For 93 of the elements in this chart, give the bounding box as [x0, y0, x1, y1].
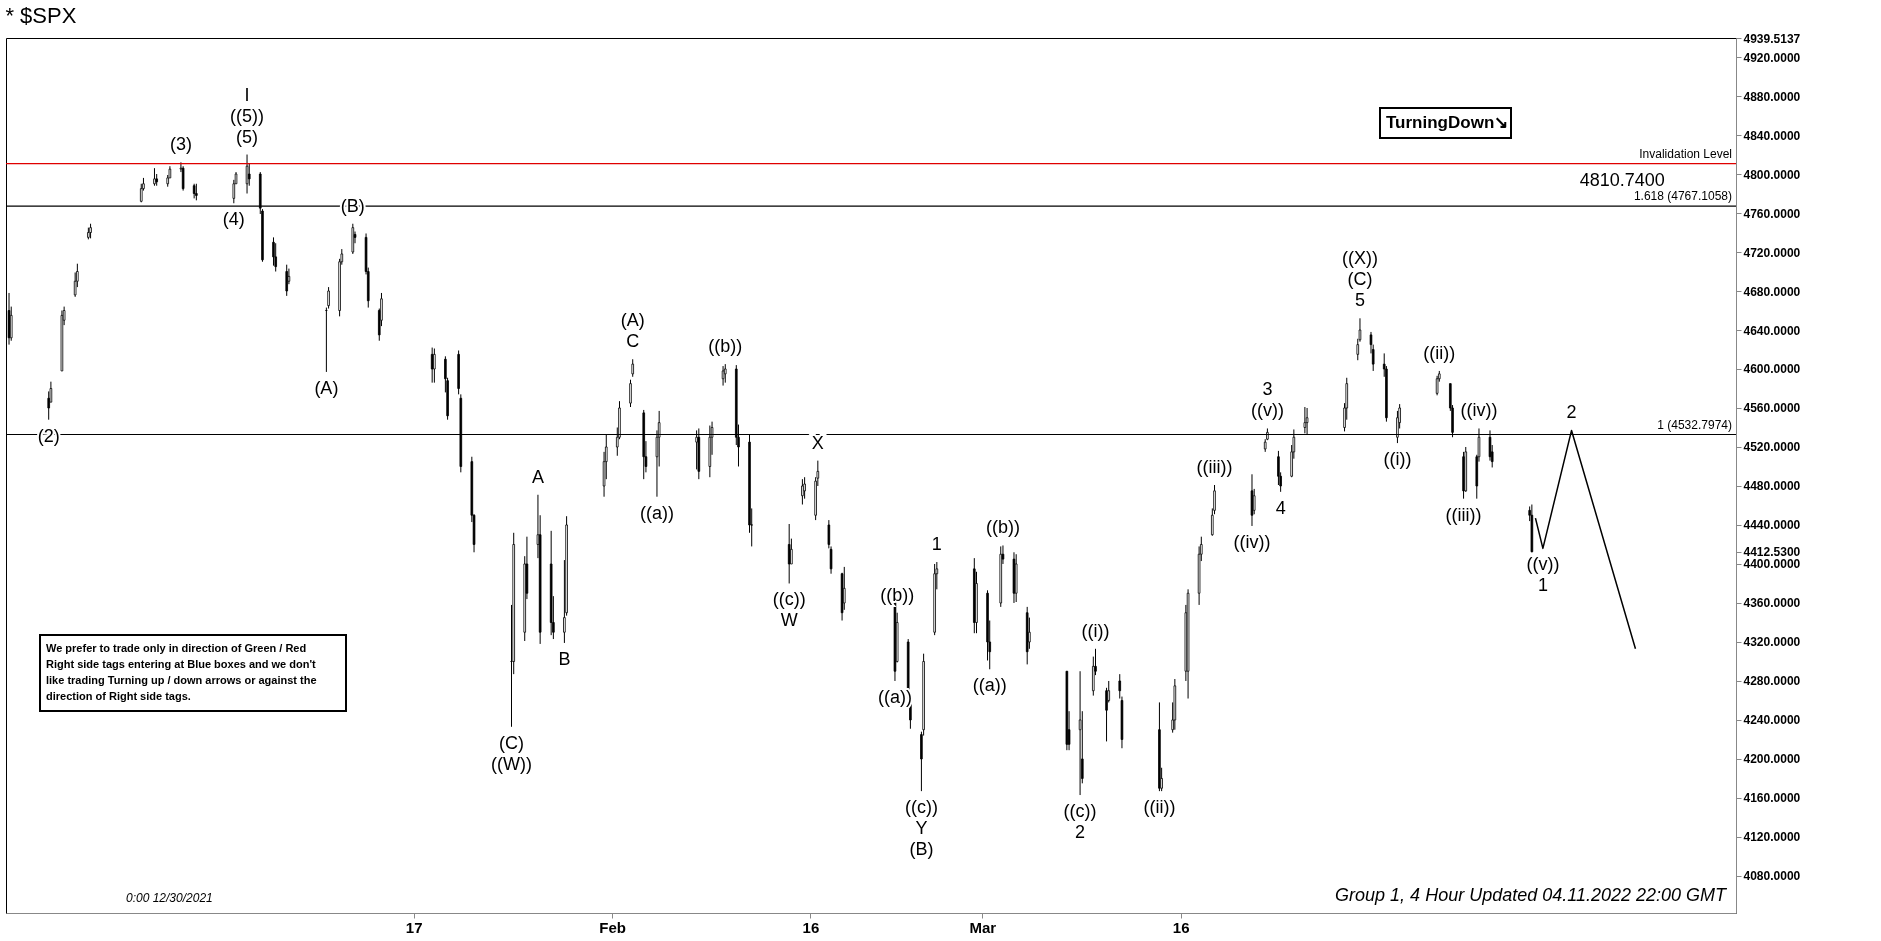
annotation: ((5)) — [230, 105, 265, 126]
candlestick — [433, 348, 436, 384]
annotation: (A) — [314, 377, 339, 398]
x-tick-label: Mar — [969, 918, 997, 936]
annotation: ((iv)) — [1460, 400, 1498, 421]
candlestick — [629, 379, 632, 408]
y-tick-label: 4160.0000 — [1743, 791, 1801, 806]
annotation: (C) — [499, 732, 524, 753]
annotation: ((iii)) — [1196, 457, 1233, 478]
y-tick-label: 4412.5300 — [1743, 545, 1801, 560]
annotation: ((i)) — [1081, 620, 1110, 641]
y-tick-label: 4840.0000 — [1743, 128, 1801, 143]
x-tick-label: 16 — [802, 918, 820, 936]
y-tick-label: 4680.0000 — [1743, 284, 1801, 299]
annotation: Group 1, 4 Hour Updated 04.11.2022 22:00 GMT — [1335, 885, 1728, 905]
annotation: (5) — [236, 126, 259, 147]
annotation: 2 — [1075, 822, 1086, 843]
y-tick-label: 4360.0000 — [1743, 596, 1801, 611]
y-tick-label: 4200.0000 — [1743, 752, 1801, 767]
annotation: ((c)) — [772, 589, 806, 610]
candlestick — [723, 363, 727, 384]
x-tick-label: Feb — [599, 918, 626, 936]
y-tick-label: 4080.0000 — [1743, 869, 1801, 884]
y-tick-label: 4520.0000 — [1743, 440, 1801, 455]
annotation: ((ii)) — [1143, 797, 1176, 818]
annotation: (4) — [222, 209, 245, 230]
candlestick — [245, 154, 249, 195]
annotation: ((b)) — [708, 336, 743, 357]
annotation: ((a)) — [639, 502, 674, 523]
annotation: ((v)) — [1526, 554, 1560, 575]
annotation: 3 — [1262, 379, 1273, 400]
x-tick-label: 17 — [405, 918, 423, 936]
y-tick-label: 4120.0000 — [1743, 830, 1801, 845]
annotation: ((a)) — [972, 675, 1007, 696]
candlestick — [181, 165, 185, 192]
y-tick-label: 4560.0000 — [1743, 401, 1801, 416]
annotation: ((iv)) — [1233, 531, 1271, 552]
annotation: ((X)) — [1341, 248, 1378, 269]
chart-title: * $SPX — [5, 3, 77, 28]
y-tick-label: 4280.0000 — [1743, 674, 1801, 689]
annotation: (B) — [909, 839, 934, 860]
annotation: ((W)) — [491, 753, 532, 774]
ref-line-label: Invalidation Level — [1639, 146, 1732, 161]
candlestick — [1435, 375, 1439, 396]
annotation: TurningDown↘ — [1386, 113, 1509, 132]
annotation: (3) — [169, 134, 192, 155]
annotation: ((ii)) — [1423, 342, 1456, 363]
annotation: ((b)) — [985, 517, 1020, 538]
annotation: Y — [915, 818, 928, 839]
annotation: A — [531, 466, 544, 487]
candlestick — [47, 390, 50, 421]
y-tick-label: 4320.0000 — [1743, 635, 1801, 650]
annotation: I — [244, 84, 250, 105]
annotation: 2 — [1566, 402, 1577, 423]
y-tick-label: 4920.0000 — [1743, 50, 1801, 65]
annotation: 5 — [1354, 290, 1365, 311]
x-tick-label: 16 — [1172, 918, 1190, 936]
annotation: ((c)) — [904, 797, 938, 818]
y-tick-label: 4880.0000 — [1743, 89, 1801, 104]
candlestick — [801, 478, 804, 506]
ref-line-label: 1 (4532.7974) — [1657, 417, 1732, 432]
annotation: ((i)) — [1383, 449, 1412, 470]
candlestick — [843, 566, 846, 611]
y-tick-label: 4720.0000 — [1743, 245, 1801, 260]
annotation: (A) — [620, 310, 645, 331]
y-tick-label: 4440.0000 — [1743, 518, 1801, 533]
y-tick-label: 4640.0000 — [1743, 323, 1801, 338]
y-tick-label: 4939.5137 — [1743, 31, 1801, 46]
y-tick-label: 4240.0000 — [1743, 713, 1801, 728]
annotation: 4810.7400 — [1579, 169, 1665, 190]
annotation: C — [626, 331, 640, 352]
annotation: ((v)) — [1250, 400, 1284, 421]
annotation: ((iii)) — [1445, 504, 1482, 525]
annotation: 4 — [1275, 497, 1286, 518]
annotation: W — [780, 610, 798, 631]
annotation: X — [811, 432, 824, 453]
y-tick-label: 4760.0000 — [1743, 206, 1801, 221]
y-tick-label: 4400.0000 — [1743, 557, 1801, 572]
annotation: B — [558, 648, 571, 669]
ref-line-label: 1.618 (4767.1058) — [1633, 189, 1732, 204]
annotation: ((c)) — [1063, 801, 1097, 822]
annotation: 0:00 12/30/2021 — [126, 891, 213, 905]
candlestick — [721, 365, 725, 387]
candlestick — [787, 523, 791, 584]
candlestick — [285, 264, 288, 297]
annotation: 1 — [931, 534, 942, 555]
y-tick-label: 4800.0000 — [1743, 167, 1801, 182]
candlestick — [1078, 670, 1082, 796]
y-tick-label: 4600.0000 — [1743, 362, 1801, 377]
annotation: 1 — [1537, 575, 1548, 596]
annotation: We prefer to trade only in direction of Green / Red Right side tags entering at Blue boxes and we don't like trading Turning up / down arrows or against the direction of Right side tags. — [46, 642, 317, 702]
annotation: (C) — [1347, 269, 1373, 290]
y-tick-label: 4480.0000 — [1743, 479, 1801, 494]
